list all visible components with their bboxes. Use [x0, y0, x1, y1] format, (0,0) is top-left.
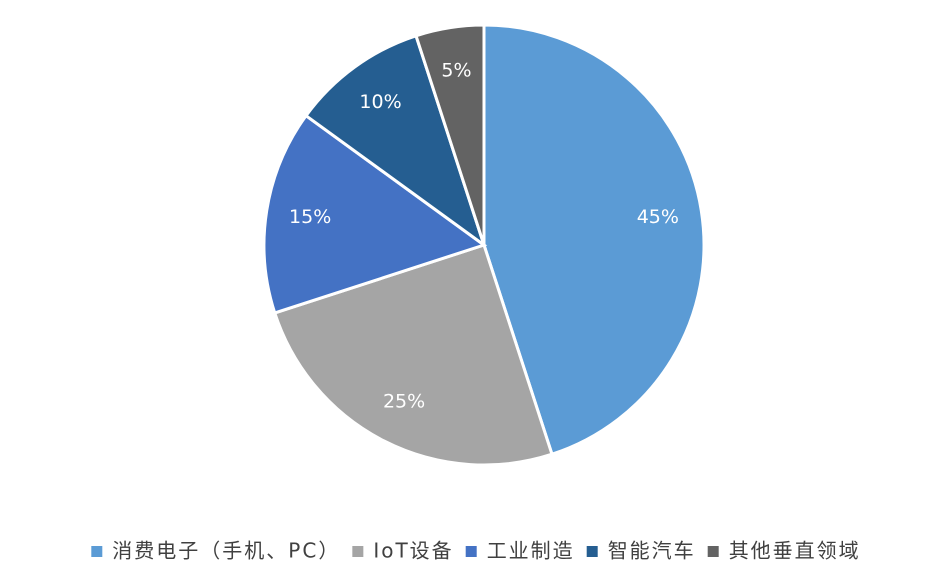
pie-slice — [482, 23, 706, 457]
value-label: 15% — [289, 206, 331, 228]
value-label: 45% — [637, 206, 679, 228]
value-label: 25% — [383, 390, 425, 412]
legend-label: IoT设备 — [373, 539, 453, 563]
legend-swatch — [352, 546, 364, 557]
legend-label: 智能汽车 — [608, 539, 696, 563]
pie-slice — [303, 33, 487, 249]
legend-label: 其他垂直领域 — [729, 539, 861, 563]
pie-slice — [262, 113, 488, 315]
legend-label: 工业制造 — [487, 539, 575, 563]
value-label: 5% — [441, 60, 471, 82]
legend-swatch — [91, 546, 103, 557]
pie-slice — [414, 23, 486, 246]
pie-slice — [272, 243, 554, 467]
legend-swatch — [707, 546, 719, 557]
value-label: 10% — [359, 91, 401, 113]
legend-swatch — [465, 546, 477, 557]
legend-swatch — [586, 546, 598, 557]
legend-label: 消费电子（手机、PC） — [112, 539, 340, 563]
